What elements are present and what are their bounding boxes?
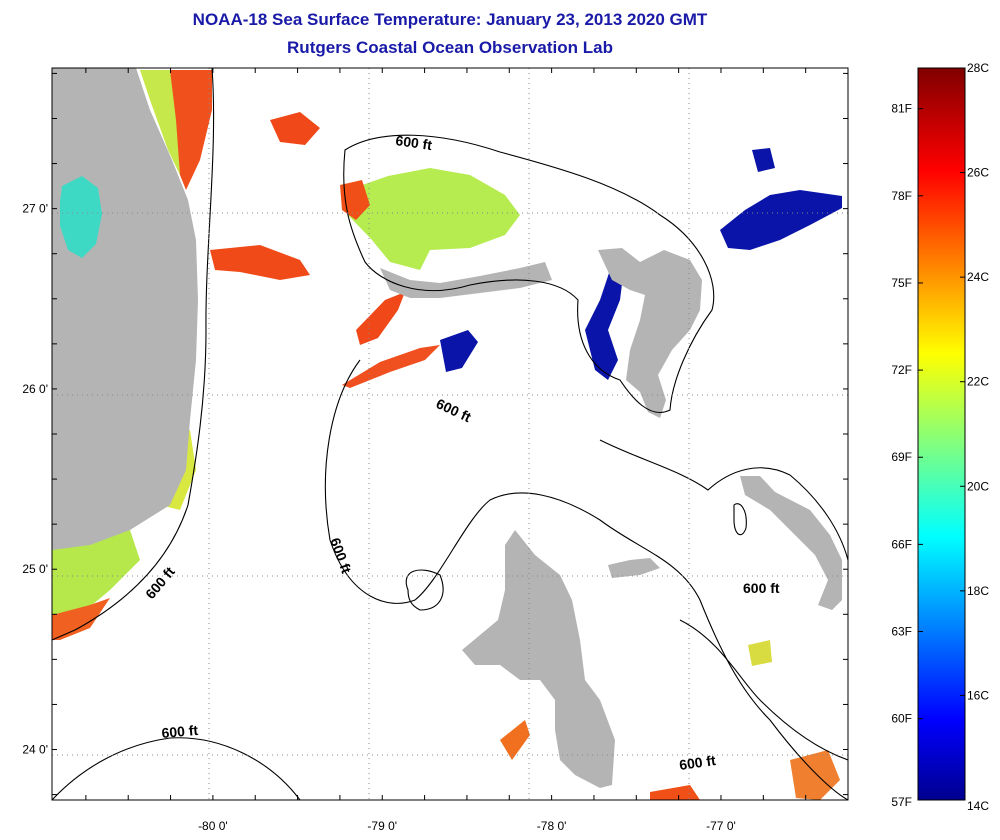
- colorbar: 28C 26C 24C 22C 20C 18C 16C 14C 81F 78F 75F 72F 69F 6…: [891, 61, 989, 813]
- land: [52, 68, 842, 788]
- colorbar-c-label: 18C: [967, 584, 989, 598]
- sst-patch-bottom-warm: [650, 785, 700, 800]
- land-great-abaco: [598, 248, 702, 418]
- land-eleuthera: [740, 476, 842, 610]
- sst-patch-ne-cold-2: [752, 148, 775, 172]
- contour-line-oval: [405, 569, 444, 611]
- land-berry-islands: [608, 558, 660, 578]
- lat-tick-label: 24 0': [22, 743, 48, 757]
- lat-tick-label: 26 0': [22, 382, 48, 396]
- sst-patch-westpalm-warm-scatter: [210, 245, 310, 280]
- colorbar-f-label: 57F: [891, 795, 912, 809]
- chart-subtitle: Rutgers Coastal Ocean Observation Lab: [287, 38, 613, 57]
- land-lake-okeechobee-area: [60, 176, 102, 258]
- contour-line-south: [52, 737, 301, 800]
- sst-patch-exuma-mild: [748, 640, 772, 666]
- contour-line-little-bahama-bank: [343, 134, 715, 413]
- lat-tick-label: 25 0': [22, 562, 48, 576]
- colorbar-c-label: 26C: [967, 166, 989, 180]
- sst-patch-abaco-cold: [585, 255, 625, 380]
- colorbar-gradient: [917, 67, 966, 801]
- bathymetry-contours: [52, 68, 848, 800]
- map-area: [52, 68, 848, 800]
- lat-tick-label: 27 0': [22, 202, 48, 216]
- contour-label: 600 ft: [678, 752, 717, 773]
- contour-line-eleuthera-small: [733, 503, 747, 536]
- lon-tick-label: -79 0': [367, 819, 397, 833]
- sst-patch-grand-bahama-mild: [348, 168, 520, 270]
- sst-patch-bottom-right-warm: [790, 750, 840, 800]
- land-andros: [462, 530, 615, 788]
- lon-tick-label: -77 0': [706, 819, 736, 833]
- axis-ticks: -80 0' -79 0' -78 0' -77 0' 27 0' 26 0' 25 0' 2…: [22, 68, 849, 833]
- colorbar-c-label: 28C: [967, 61, 989, 75]
- colorbar-labels: 28C 26C 24C 22C 20C 18C 16C 14C 81F 78F 75F 72F 69F 6…: [891, 61, 989, 813]
- lon-tick-label: -80 0': [198, 819, 228, 833]
- colorbar-f-label: 66F: [891, 537, 912, 551]
- contour-label: 600 ft: [161, 722, 199, 741]
- contour-label: 600 ft: [743, 580, 780, 596]
- lon-tick-label: -78 0': [537, 819, 567, 833]
- colorbar-f-label: 63F: [891, 625, 912, 639]
- sst-patch-nw-provid-cold: [440, 330, 478, 372]
- colorbar-c-label: 14C: [967, 799, 989, 813]
- sst-patch-andros-south-warm: [500, 720, 530, 760]
- colorbar-f-label: 75F: [891, 276, 912, 290]
- sst-patch-florida-coast-mild: [140, 70, 180, 175]
- contour-line-tongue: [679, 619, 848, 761]
- sst-patch-ne-cold: [720, 190, 842, 250]
- sst-patch-nw-provid-streak: [342, 345, 440, 388]
- land-grand-bahama: [380, 262, 552, 298]
- colorbar-f-label: 72F: [891, 363, 912, 377]
- contour-label: 600 ft: [395, 132, 434, 153]
- sst-patch-nw-provid-warm: [356, 292, 405, 345]
- contour-line-gulfstream-west: [52, 68, 215, 641]
- colorbar-c-label: 24C: [967, 270, 989, 284]
- sst-patch-florida-keys-mild: [52, 530, 140, 630]
- chart-title: NOAA-18 Sea Surface Temperature: January…: [192, 10, 708, 29]
- colorbar-f-label: 81F: [891, 102, 912, 116]
- graticule: [52, 68, 848, 800]
- contour-line-great-bahama-bank: [324, 359, 848, 800]
- contour-line-andros-east: [599, 439, 848, 561]
- colorbar-c-label: 22C: [967, 375, 989, 389]
- sst-patch-gulfstream-warm: [270, 112, 320, 145]
- colorbar-c-label: 20C: [967, 479, 989, 493]
- colorbar-f-label: 69F: [891, 450, 912, 464]
- colorbar-c-label: 16C: [967, 688, 989, 702]
- colorbar-f-label: 78F: [891, 189, 912, 203]
- sst-patch-florida-keys-warm: [52, 598, 110, 640]
- colorbar-f-label: 60F: [891, 712, 912, 726]
